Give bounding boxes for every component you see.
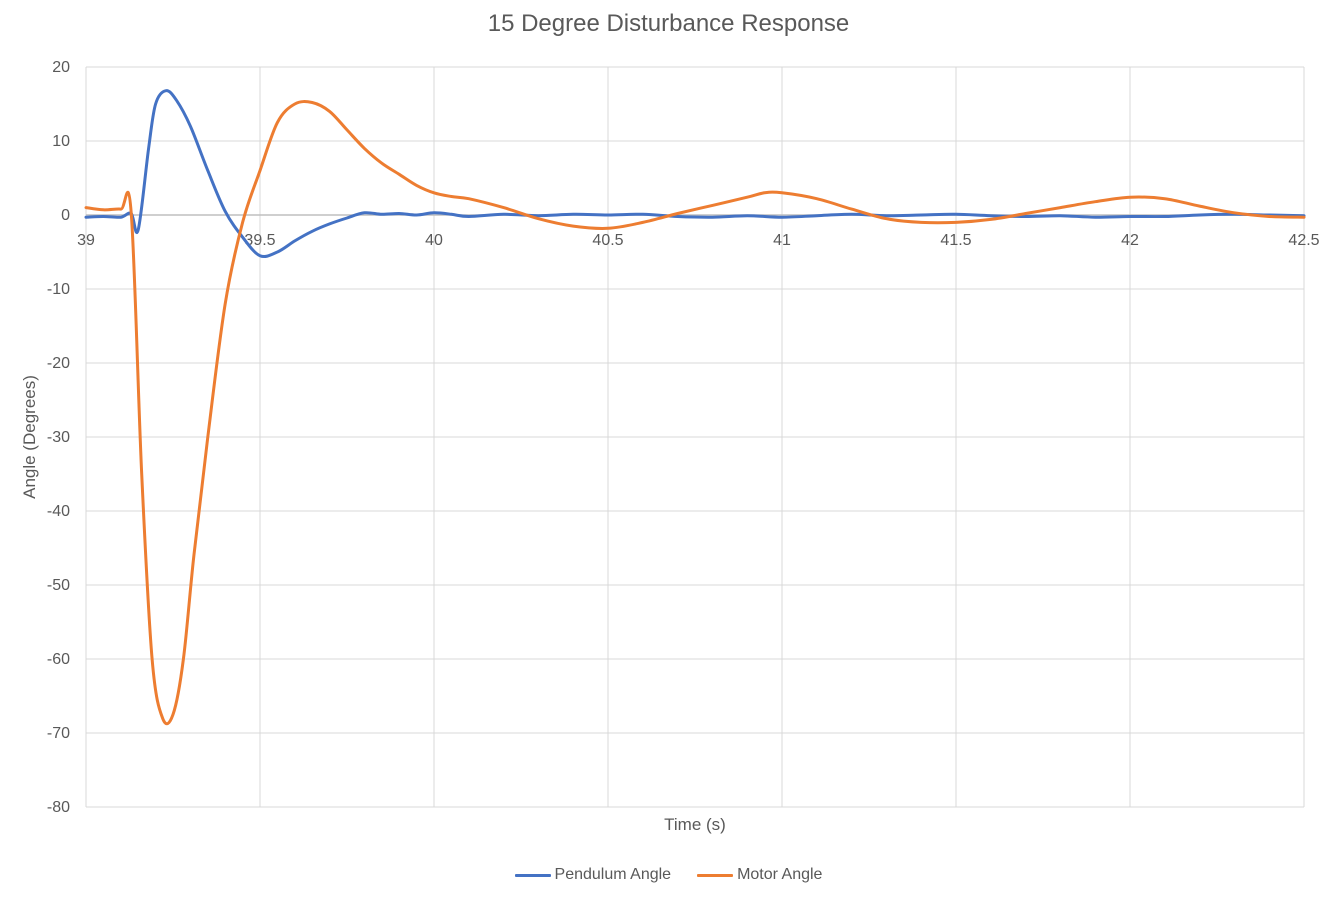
y-tick-label: -80: [47, 799, 70, 816]
legend-item-motor: Motor Angle: [697, 866, 822, 884]
series-line-motor-angle: [84, 100, 1306, 726]
x-tick-labels: 39 39.5 40 40.5 41 41.5 42 42.5: [77, 232, 1320, 249]
y-tick-labels: 20 10 0 -10 -20 -30 -40 -50 -60 -70 -80: [47, 59, 70, 816]
y-tick-label: 20: [52, 59, 70, 76]
y-axis-title: Angle (Degrees): [20, 375, 39, 499]
legend: Pendulum Angle Motor Angle: [0, 866, 1337, 884]
y-tick-label: -70: [47, 725, 70, 742]
x-tick-label: 41.5: [940, 232, 971, 249]
x-tick-label: 42.5: [1288, 232, 1319, 249]
y-tick-label: -40: [47, 503, 70, 520]
series-line-pendulum-angle: [84, 89, 1306, 259]
x-tick-label: 41: [773, 232, 791, 249]
legend-item-pendulum: Pendulum Angle: [514, 866, 672, 884]
y-tick-label: 10: [52, 133, 70, 150]
legend-swatch-pendulum: [514, 873, 551, 877]
x-axis-title: Time (s): [664, 815, 726, 834]
series-layer: [84, 89, 1306, 726]
chart-title: 15 Degree Disturbance Response: [487, 10, 850, 37]
y-tick-label: -10: [47, 281, 70, 298]
y-tick-label: 0: [61, 207, 70, 224]
y-tick-label: -30: [47, 429, 70, 446]
legend-label-motor: Motor Angle: [737, 866, 823, 883]
legend-swatch-motor: [697, 873, 734, 877]
x-tick-label: 39.5: [244, 232, 275, 249]
x-tick-label: 40: [425, 232, 443, 249]
x-tick-label: 40.5: [592, 232, 623, 249]
y-tick-label: -20: [47, 355, 70, 372]
legend-label-pendulum: Pendulum Angle: [554, 866, 672, 883]
y-tick-label: -50: [47, 577, 70, 594]
horizontal-gridlines: [86, 66, 1304, 808]
y-tick-label: -60: [47, 651, 70, 668]
x-tick-label: 42: [1121, 232, 1139, 249]
x-tick-label: 39: [77, 232, 95, 249]
